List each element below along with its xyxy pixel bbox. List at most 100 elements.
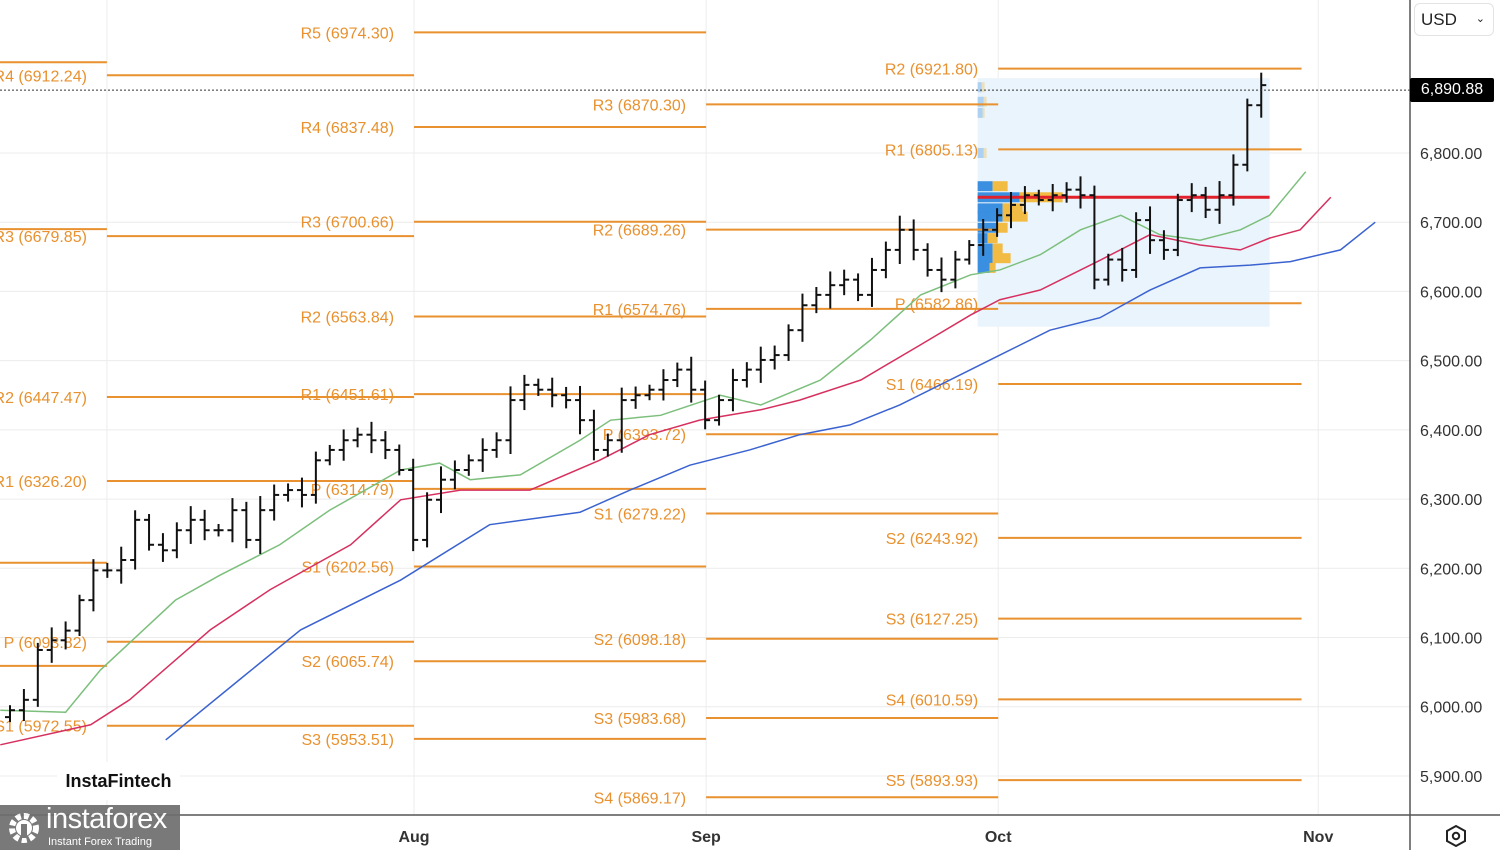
profile-row-buy [977,253,993,264]
ohlc-bar [658,369,669,401]
y-tick-label: 6,000.00 [1420,700,1482,717]
ohlc-bar [185,506,196,544]
ohlc-bar [199,509,210,541]
pivot-label: R2 (6689.26) [593,223,686,240]
ohlc-bar [310,451,321,504]
pivot-label: S2 (6098.18) [594,632,687,649]
ohlc-bar [1186,183,1197,213]
currency-select[interactable]: USD ⌄ [1414,3,1494,36]
settings-hexagon-icon[interactable] [1444,824,1468,848]
profile-row-buy [977,147,984,158]
ohlc-bar [116,546,127,584]
ohlc-bar [783,324,794,361]
ohlc-bar [46,627,57,663]
profile-row-sell [1002,203,1023,214]
ohlc-bar [616,387,627,453]
ohlc-bar [463,454,474,476]
instafintech-logo: InstaFintech [57,762,180,800]
ohlc-bar [644,384,655,401]
pivot-label: R1 (6574.76) [593,302,686,319]
ohlc-bar [950,250,961,289]
ohlc-bar [575,385,586,435]
pivot-label: R1 (6805.13) [885,142,978,159]
ohlc-bar [5,705,16,723]
pivot-label: R2 (6563.84) [301,309,394,326]
profile-row-sell [997,222,1008,233]
pivot-label: P (6093.82) [4,635,87,652]
ohlc-bar [880,241,891,279]
ohlc-bar [269,484,280,521]
profile-row-sell [1002,211,1028,222]
pivot-label: S5 (5893.93) [886,773,979,790]
ohlc-bar [741,362,752,388]
ohlc-bar [1089,185,1100,290]
pivot-label: S1 (6202.56) [302,560,395,577]
ohlc-bar [992,208,1003,237]
gear-logo-icon [9,813,39,843]
profile-row-buy [977,211,1003,222]
pivot-label: R1 (6326.20) [0,474,87,491]
price-axis[interactable]: 6,800.00 6,700.00 6,600.00 6,500.00 6,400.00… [1420,146,1482,786]
ohlc-bar [102,562,113,578]
ohlc-bar [1131,212,1142,278]
x-tick-label: Aug [398,829,429,846]
y-tick-label: 6,500.00 [1420,354,1482,371]
ohlc-bar [978,219,989,256]
ohlc-bar [1019,186,1030,215]
ohlc-bar [366,421,377,454]
ohlc-bar [380,431,391,460]
pivot-label: S1 (5972.55) [0,719,87,736]
ohlc-bar [352,427,363,448]
pivot-label: R4 (6912.24) [0,68,87,85]
ohlc-bar [1075,176,1086,209]
profile-row-buy [977,181,993,192]
pivot-label: R2 (6447.47) [0,390,87,407]
pivot-label: S2 (6243.92) [886,531,979,548]
profile-row-sell [992,253,1011,264]
ohlc-bar [1214,181,1225,224]
ohlc-bar [630,386,641,409]
ohlc-bar [936,257,947,293]
ohlc-bar [255,496,266,555]
ohlc-bar [324,444,335,466]
ohlc-bar [686,356,697,403]
ohlc-bar [505,386,516,454]
profile-row-buy [977,107,983,118]
ma-line-slow [165,221,1376,741]
y-tick-label: 6,300.00 [1420,492,1482,509]
profile-row-sell [982,107,985,118]
pivot-label: R4 (6837.48) [301,120,394,137]
moving-averages [0,171,1376,746]
ohlc-bar [394,444,405,476]
x-tick-label: Oct [985,829,1012,846]
ohlc-bar [922,243,933,277]
time-axis[interactable]: Aug Sep Oct Nov [398,829,1333,846]
pivot-label: S3 (5983.68) [594,711,687,728]
ohlc-bar [825,271,836,309]
chevron-down-icon: ⌄ [1475,13,1485,25]
ohlc-bar [1061,182,1072,203]
ohlc-bar [853,273,864,302]
ohlc-bar [700,380,711,430]
ohlc-bar [171,522,182,559]
profile-row-sell [983,96,987,107]
profile-row-sell [989,262,996,273]
pivot-label: S4 (5869.17) [594,790,687,807]
pivot-label: S1 (6466.19) [886,377,979,394]
ohlc-bar [338,429,349,461]
ohlc-bar [727,368,738,412]
y-tick-label: 6,600.00 [1420,284,1482,301]
pivot-levels: R4 (6912.24) R3 (6679.85) R2 (6447.47) R1 (… [0,25,1302,807]
ohlc-bar [533,378,544,396]
ohlc-bar [283,483,294,502]
ma-line-fast [0,171,1307,714]
ohlc-bar [547,377,558,408]
ohlc-bar [408,458,419,552]
ohlc-bar [1256,72,1267,118]
profile-row-buy [977,222,998,233]
ohlc-bar [1103,253,1114,286]
ohlc-bar [1228,154,1239,206]
profile-row-sell [987,233,998,244]
value-area-box [977,78,1270,327]
